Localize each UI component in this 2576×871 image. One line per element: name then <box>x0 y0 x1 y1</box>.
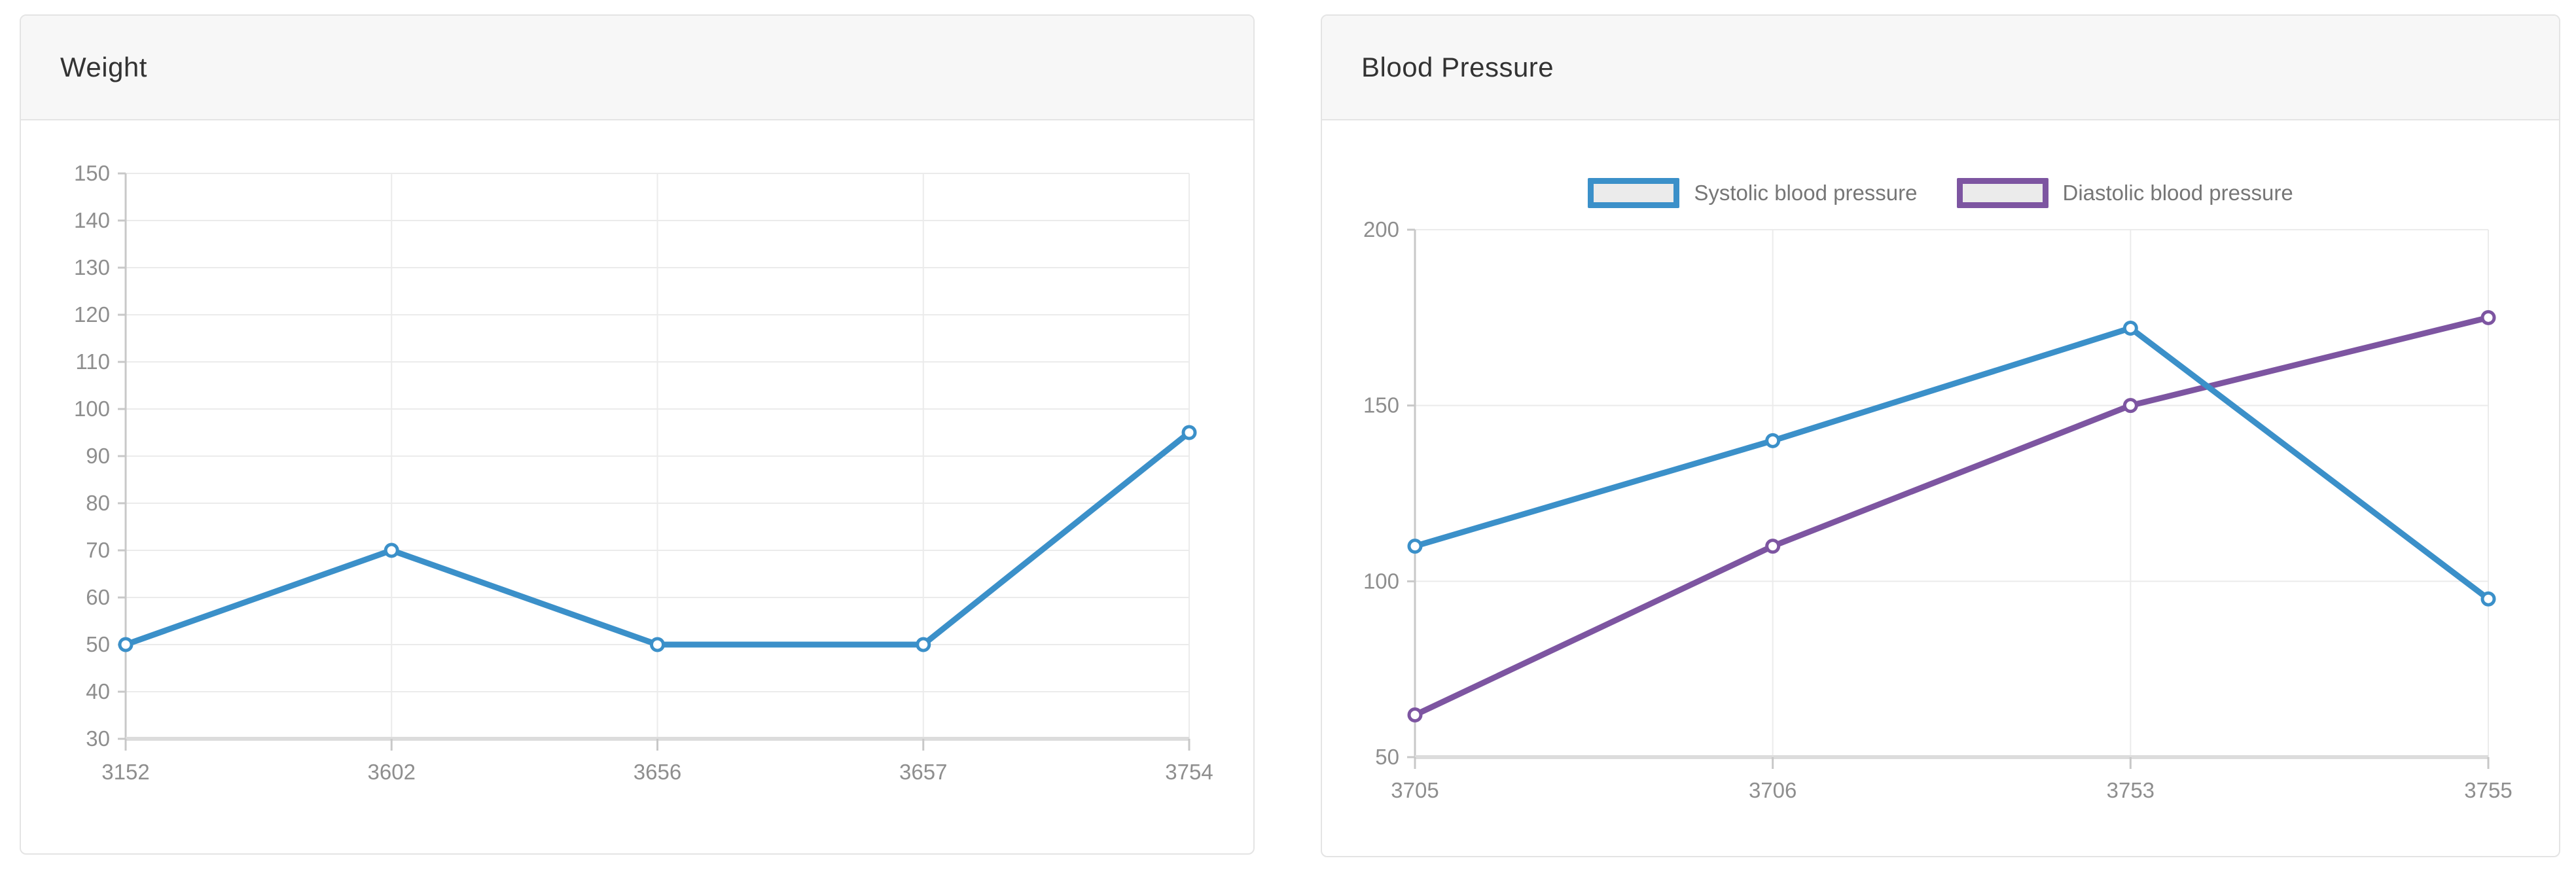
y-axis-tick-label: 70 <box>86 538 110 562</box>
weight-chart-area: 30 40 50 60 70 80 90 100 110 120 130 140 150 3152 3602… <box>21 120 1253 853</box>
weight-panel-title: Weight <box>60 52 147 82</box>
x-axis-tick-label: 3705 <box>1391 778 1439 802</box>
y-axis-tick-label: 150 <box>1363 393 1399 418</box>
weight-panel-header: Weight <box>21 16 1253 120</box>
legend-item-systolic-blood-pressure[interactable]: Systolic blood pressure <box>1588 178 1918 208</box>
y-axis-tick-label: 60 <box>86 585 110 609</box>
data-point-marker <box>1407 539 1423 554</box>
data-point-marker <box>916 637 931 652</box>
x-axis-tick-label: 3152 <box>101 760 149 784</box>
y-axis-tick-label: 130 <box>74 255 110 279</box>
y-axis-tick-label: 30 <box>86 726 110 751</box>
weight-line-chart: 30 40 50 60 70 80 90 100 110 120 130 140 150 3152 3602… <box>74 161 1213 784</box>
x-axis-tick-label: 3754 <box>1165 760 1213 784</box>
y-axis-tick-label: 140 <box>74 208 110 232</box>
systolic-blood-pressure-line <box>1412 325 2492 602</box>
data-point-marker <box>2122 398 2138 414</box>
blood-pressure-panel-header: Blood Pressure <box>1322 16 2559 120</box>
legend-swatch <box>1588 178 1680 208</box>
blood-pressure-panel: Blood Pressure 50 100 150 200 3705 3706 3753 37… <box>1321 14 2560 857</box>
data-point-marker <box>2122 320 2138 336</box>
legend-item-diastolic-blood-pressure[interactable]: Diastolic blood pressure <box>1956 178 2293 208</box>
data-point-marker <box>650 637 665 652</box>
blood-pressure-legend: Systolic blood pressure Diastolic blood p… <box>1322 178 2559 208</box>
y-axis-tick-label: 120 <box>74 302 110 327</box>
weight-panel: Weight 30 40 50 60 70 80 90 100 110 120 130 140 150 3… <box>20 14 1255 855</box>
data-point-marker <box>2480 591 2496 607</box>
data-point-marker <box>1765 433 1781 448</box>
data-point-marker <box>1181 425 1197 440</box>
x-axis-tick-label: 3753 <box>2107 778 2155 802</box>
x-axis-tick-label: 3656 <box>634 760 681 784</box>
data-point-marker <box>384 542 399 558</box>
data-point-marker <box>1765 539 1781 554</box>
diastolic-blood-pressure-line <box>1412 314 2492 719</box>
y-axis-tick-label: 100 <box>74 397 110 421</box>
y-axis-tick-label: 40 <box>86 679 110 703</box>
legend-label: Diastolic blood pressure <box>2062 181 2293 205</box>
x-axis-tick-label: 3657 <box>899 760 947 784</box>
blood-pressure-line-chart: 50 100 150 200 3705 3706 3753 3755 <box>1363 217 2513 802</box>
x-axis-tick-label: 3706 <box>1749 778 1797 802</box>
x-axis-tick-label: 3755 <box>2464 778 2512 802</box>
blood-pressure-panel-title: Blood Pressure <box>1361 52 1554 82</box>
y-axis-tick-label: 200 <box>1363 217 1399 241</box>
y-axis-tick-label: 150 <box>74 161 110 185</box>
data-point-marker <box>118 637 134 652</box>
y-axis-tick-label: 80 <box>86 491 110 515</box>
legend-swatch <box>1956 178 2048 208</box>
blood-pressure-chart-area: 50 100 150 200 3705 3706 3753 3755 Systolic blo… <box>1322 120 2559 856</box>
y-axis-tick-label: 90 <box>86 444 110 468</box>
data-point-marker <box>2480 310 2496 325</box>
y-axis-tick-label: 50 <box>1375 745 1399 769</box>
x-axis-tick-label: 3602 <box>368 760 416 784</box>
y-axis-tick-label: 100 <box>1363 569 1399 593</box>
legend-label: Systolic blood pressure <box>1694 181 1918 205</box>
y-axis-tick-label: 50 <box>86 632 110 656</box>
data-point-marker <box>1407 707 1423 723</box>
y-axis-tick-label: 110 <box>75 349 110 374</box>
